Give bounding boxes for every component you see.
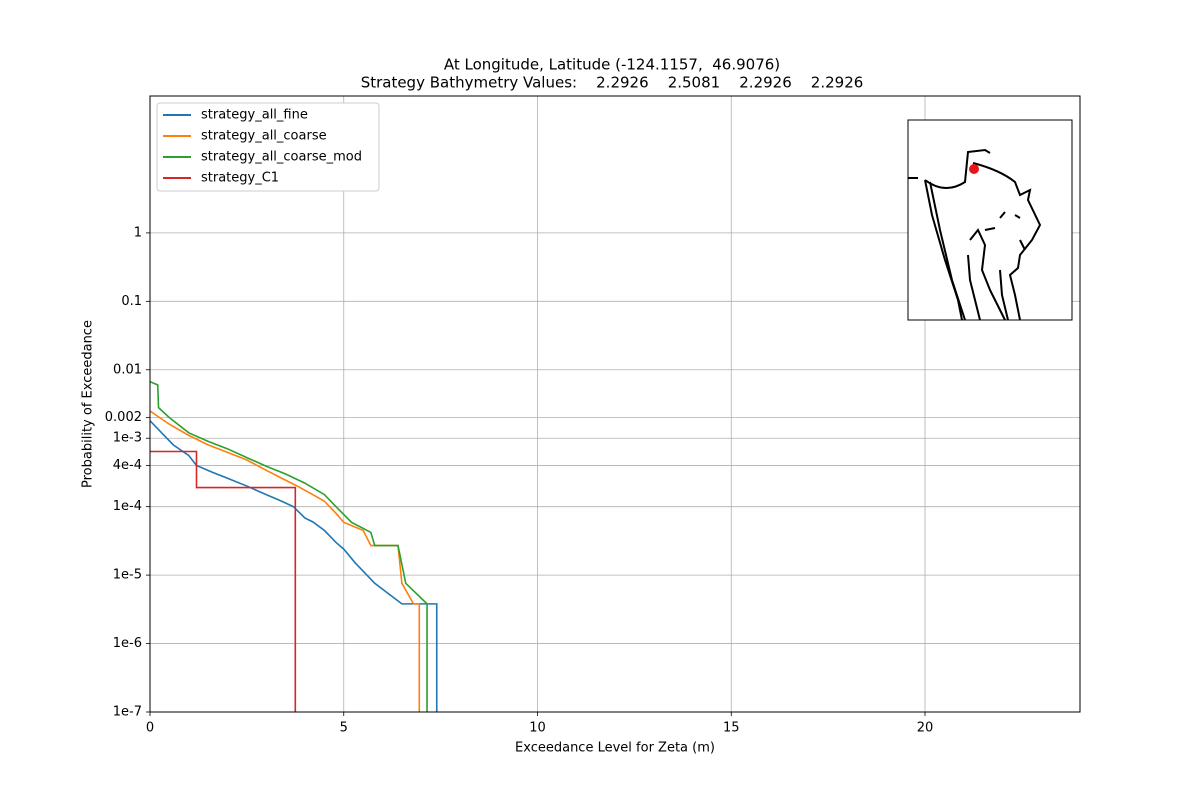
chart-subtitle: Strategy Bathymetry Values: 2.2926 2.508… xyxy=(361,74,864,92)
legend-label: strategy_all_fine xyxy=(201,108,308,123)
data-line xyxy=(149,410,421,712)
data-line xyxy=(149,380,428,712)
y-tick-label: 1 xyxy=(134,225,142,240)
y-tick-label: 1e-5 xyxy=(113,568,142,583)
y-tick-label: 1e-6 xyxy=(113,636,142,651)
data-line xyxy=(150,450,297,712)
x-tick-label: 20 xyxy=(917,721,934,736)
coastline xyxy=(908,148,1042,321)
legend-box xyxy=(156,102,380,192)
grid: 0 5 10 15 20 1e-7 1e-6 1e-5 1e-4 4e-4 1e-3 0.002 0.0… xyxy=(105,96,1080,736)
chart-title: At Longitude, Latitude (-124.1157, 46.90… xyxy=(444,56,780,74)
location-marker xyxy=(969,164,979,174)
y-tick-label: 1e-7 xyxy=(113,705,142,720)
legend-label: strategy_C1 xyxy=(201,171,279,186)
legend: strategy_all_fine strategy_all_coarsestra… xyxy=(156,102,380,192)
y-tick-label: 1e-3 xyxy=(113,431,142,446)
x-tick-label: 0 xyxy=(146,721,154,736)
legend-label: strategy_all_coarse_mod xyxy=(201,150,362,165)
plot-frame xyxy=(149,95,1081,713)
inset-map xyxy=(907,119,1073,321)
inset-frame xyxy=(907,119,1073,321)
y-tick-label: 1e-4 xyxy=(113,499,142,514)
x-tick-label: 15 xyxy=(723,721,740,736)
x-tick-label: 5 xyxy=(340,721,348,736)
y-tick-label: 0.1 xyxy=(121,294,142,309)
x-tick-label: 10 xyxy=(529,721,546,736)
y-tick-label: 0.002 xyxy=(105,410,142,425)
data-line xyxy=(149,420,438,712)
legend-label: strategy_all_coarse xyxy=(201,129,327,144)
y-axis-label: Probability of Exceedance xyxy=(81,320,96,488)
y-tick-label: 4e-4 xyxy=(113,458,142,473)
x-axis-label: Exceedance Level for Zeta (m) xyxy=(515,741,715,756)
lines xyxy=(149,380,438,712)
y-tick-label: 0.01 xyxy=(113,362,142,377)
